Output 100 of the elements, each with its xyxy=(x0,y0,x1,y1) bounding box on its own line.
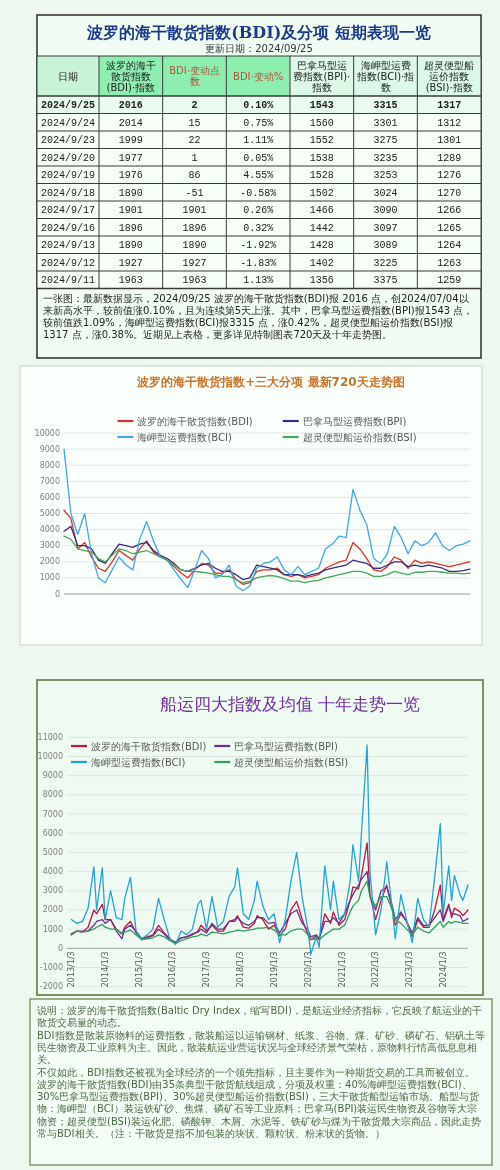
data-label: 22 xyxy=(188,135,201,147)
legend-label: 波罗的海干散货指数(BDI) xyxy=(137,415,253,427)
data-label: 1 xyxy=(191,152,198,164)
data-label: 0.10% xyxy=(243,100,274,112)
data-label: 1259 xyxy=(437,275,462,287)
y-tick-label: 5000 xyxy=(39,509,60,518)
data-label: 0.32% xyxy=(243,222,274,234)
y-tick-label: 4000 xyxy=(42,867,63,877)
data-label: -1.83% xyxy=(240,257,277,269)
y-tick-label: 8000 xyxy=(39,460,60,470)
x-tick-label: 波罗的海干散货指数(BDI)·指数 xyxy=(105,59,156,93)
data-label: 4.55% xyxy=(243,170,274,182)
data-label: -1.92% xyxy=(240,240,277,252)
legend-label: 巴拿马型运费指数(BPI) xyxy=(302,415,407,427)
y-tick-label: 6000 xyxy=(42,828,63,838)
data-label: 3375 xyxy=(373,275,398,287)
data-label: 1266 xyxy=(437,205,462,217)
y-tick-label: 2024/9/11 xyxy=(40,275,96,287)
data-label: 1402 xyxy=(309,257,334,269)
data-label: 1356 xyxy=(309,275,334,287)
data-label: 3024 xyxy=(373,187,398,199)
x-tick-label: 2021/1/3 xyxy=(337,951,347,988)
y-tick-label: 2024/9/25 xyxy=(40,100,96,112)
data-label: 1.11% xyxy=(243,135,274,147)
y-tick-label: 7000 xyxy=(42,809,63,819)
y-tick-label: 11000 xyxy=(37,732,63,742)
y-tick-label: 10000 xyxy=(34,428,60,438)
chart-title: 波罗的海干散货指数+三大分项 最新720天走势图 xyxy=(136,375,405,389)
data-label: 1466 xyxy=(309,205,334,217)
data-label: 1442 xyxy=(309,222,334,234)
y-tick-label: 2000 xyxy=(42,905,63,915)
data-label: 1264 xyxy=(437,240,462,252)
x-tick-label: 海岬型运费指数(BCI)·指数 xyxy=(355,59,415,93)
data-label: 1927 xyxy=(182,257,207,269)
y-tick-label: 2024/9/24 xyxy=(40,117,96,129)
data-label: 1265 xyxy=(437,222,462,234)
legend-label: 海岬型运费指数(BCI) xyxy=(137,431,232,443)
y-tick-label: 2024/9/23 xyxy=(40,135,96,147)
text: BDI指数是散装原物料的运费指数，散装船运以运输钢材、纸浆、谷物、煤、矿砂、磷矿石、铝矾土等民生物资及工业原料为主。因此，散装航运业营运状况与全球经济景气荣枯，原物料行情高低息息相关。 xyxy=(37,1029,485,1066)
x-tick-label: 2013/1/3 xyxy=(67,951,77,988)
data-label: 3235 xyxy=(373,152,398,164)
y-axis-title: 日期 xyxy=(58,70,78,82)
x-tick-label: 2020/1/3 xyxy=(303,951,313,988)
y-tick-label: 8000 xyxy=(42,790,63,800)
x-tick-label: 2024/1/3 xyxy=(438,951,448,988)
y-tick-label: 4000 xyxy=(39,525,60,535)
x-tick-label: 2015/1/3 xyxy=(134,951,144,988)
data-label: 1552 xyxy=(309,135,334,147)
data-label: -51 xyxy=(185,187,204,199)
data-label: 1896 xyxy=(182,222,207,234)
y-tick-label: 1000 xyxy=(39,573,60,583)
text: 说明：波罗的海干散货指数(Baltic Dry Index，缩写BDI)，是航运业经济指标，它反映了航运业的干散货交易量的动态。 xyxy=(37,1005,482,1029)
data-label: 2 xyxy=(191,100,198,112)
x-tick-label: 2017/1/3 xyxy=(202,951,212,988)
data-label: 86 xyxy=(188,170,201,182)
data-label: 1999 xyxy=(118,135,143,147)
chart-title: 船运四大指数及均值 十年走势一览 xyxy=(159,694,421,714)
y-tick-label: 10000 xyxy=(37,751,63,761)
data-label: 1890 xyxy=(182,240,207,252)
data-label: 1317 xyxy=(437,100,462,112)
text: 不仅如此，BDI指数还被视为全球经济的一个领先指标，且主要作为一种期货交易的工具而被创立。 xyxy=(37,1066,475,1078)
data-label: 1901 xyxy=(118,205,143,217)
y-tick-label: 2024/9/20 xyxy=(40,152,96,164)
chart-title: 波罗的海干散货指数(BDI)及分项 短期表现一览 xyxy=(86,23,431,42)
x-tick-label: BDI·变动% xyxy=(233,70,284,82)
data-label: 3090 xyxy=(373,205,398,217)
x-tick-label: 2018/1/3 xyxy=(236,951,246,988)
data-label: 3315 xyxy=(373,100,398,112)
x-tick-label: 巴拿马型运费指数(BPI)·指数 xyxy=(293,59,351,93)
y-tick-label: 2024/9/18 xyxy=(40,187,96,199)
x-tick-label: BDI·变动点数 xyxy=(169,65,220,87)
data-label: 1896 xyxy=(118,222,143,234)
text: 波罗的海干散货指数(BDI)由35条典型干散货航线组成，分项及权重：40%海岬型运费指数(BCI)、30%巴拿马型运费指数(BPI)、30%超灵便型船运价指数(BSI)，三大干散货船型运输市场。船型与货物：海岬型（BCI）装运铁矿砂、焦煤、磷矿石等工业原料；巴拿马(BPI)装运民生物资及谷物等大宗物资；超灵便型(BSI)装运化肥、磷酸钾、木屑、水泥等。铁矿砂与煤为干散货最大宗商品，因此走势常与BDI相关。（注：干散货是指不加包装的块状、颗粒状、粉末状的货物。） xyxy=(37,1078,481,1139)
y-tick-label: 2024/9/19 xyxy=(40,170,96,182)
data-label: 2016 xyxy=(118,100,143,112)
y-tick-label: 5000 xyxy=(42,847,63,857)
y-tick-label: -2000 xyxy=(39,982,63,992)
legend-label: 巴拿马型运费指数(BPI) xyxy=(234,740,339,752)
text: 一张图：最新数据显示，2024/09/25 波罗的海干散货指数(BDI)报 2016 点，创2024/07/04以来新高水平，较前值涨0.10%，且为连续第5天上涨。其中，巴拿马型运费指数(BPI)报1543 点，较前值跌1.09%，海岬型运费指数(BCI)报3315 点，涨0.42%，超灵便型船运价指数(BSI)报1317 点，涨0.38%。近期见上表格，更多详见特制图表720天及十年走势图。 xyxy=(43,292,474,340)
data-label: 1538 xyxy=(309,152,334,164)
legend-label: 超灵便型船运价指数(BSI) xyxy=(302,431,417,443)
x-tick-label: 2019/1/3 xyxy=(269,951,279,988)
y-tick-label: 0 xyxy=(57,943,63,953)
data-label: 3097 xyxy=(373,222,398,234)
data-label: 1263 xyxy=(437,257,462,269)
y-tick-label: 6000 xyxy=(39,492,60,502)
legend-label: 超灵便型船运价指数(BSI) xyxy=(234,756,349,768)
data-label: 15 xyxy=(188,117,201,129)
data-label: 0.75% xyxy=(243,117,274,129)
data-label: 1890 xyxy=(118,240,143,252)
line-series xyxy=(63,509,471,585)
data-label: 1927 xyxy=(118,257,143,269)
line-series xyxy=(63,535,471,584)
y-tick-label: 9000 xyxy=(42,771,63,781)
x-tick-label: 超灵便型船运价指数(BSI)·指数 xyxy=(424,59,475,93)
data-label: 1560 xyxy=(309,117,334,129)
y-tick-label: 2024/9/12 xyxy=(40,257,96,269)
data-label: 1976 xyxy=(118,170,143,182)
y-tick-label: 2024/9/13 xyxy=(40,240,96,252)
data-label: 3301 xyxy=(373,117,398,129)
